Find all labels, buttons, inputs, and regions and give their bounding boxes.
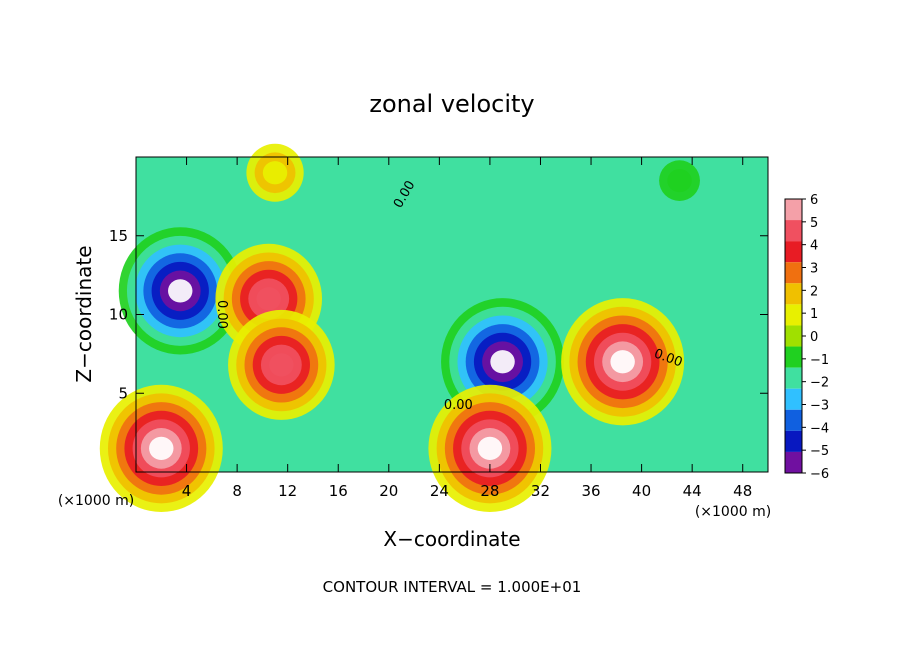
x-tick-label: 20 — [379, 482, 398, 500]
field-contour-band — [149, 436, 174, 461]
x-tick-label: 36 — [581, 482, 600, 500]
colorbar-swatch — [785, 451, 802, 473]
colorbar-tick-label: −1 — [810, 353, 829, 368]
plot-area: 0.000.000.000.00 — [99, 143, 769, 513]
colorbar-tick-label: 5 — [810, 216, 818, 231]
chart-title: zonal velocity — [369, 90, 534, 118]
y-scale-note: (×1000 m) — [58, 493, 134, 509]
colorbar-swatch — [785, 220, 802, 242]
field-feature — [246, 143, 304, 202]
x-tick-label: 4 — [182, 482, 192, 500]
colorbar-tick-label: 6 — [810, 193, 818, 208]
field-contour-band — [667, 168, 692, 193]
x-tick-label: 28 — [480, 482, 499, 500]
colorbar-tick-label: 1 — [810, 307, 818, 322]
contour-label: 0.00 — [214, 300, 229, 329]
y-tick-label: 15 — [109, 227, 128, 245]
colorbar-tick-label: 3 — [810, 262, 818, 277]
colorbar-swatch — [785, 199, 802, 221]
colorbar-swatch — [785, 346, 802, 368]
colorbar-tick-label: 0 — [810, 330, 818, 345]
field-contour-band — [256, 287, 281, 311]
colorbar-tick-label: −5 — [810, 444, 829, 459]
colorbar-swatch — [785, 388, 802, 410]
x-tick-label: 44 — [683, 482, 702, 500]
colorbar-tick-label: −6 — [810, 467, 829, 482]
y-tick-label: 5 — [118, 384, 128, 402]
y-axis-label: Z−coordinate — [72, 245, 96, 382]
x-scale-note: (×1000 m) — [695, 504, 771, 520]
x-tick-label: 8 — [232, 482, 242, 500]
colorbar-swatch — [785, 241, 802, 263]
field-feature — [428, 384, 552, 513]
x-axis: 4 8 12 16 20 24 28 32 36 40 44 48 — [182, 157, 752, 500]
field-contour-band — [490, 350, 515, 374]
x-tick-label: 24 — [430, 482, 449, 500]
colorbar-swatch — [785, 409, 802, 431]
colorbar-tick-label: −4 — [810, 421, 829, 436]
field-contour-band — [477, 436, 503, 461]
field-feature — [118, 227, 242, 355]
colorbar-tick-label: 4 — [810, 239, 818, 254]
colorbar-swatch — [785, 262, 802, 284]
x-tick-label: 12 — [278, 482, 297, 500]
colorbar-tick-label: 2 — [810, 284, 818, 299]
contour-interval-note: CONTOUR INTERVAL = 1.000E+01 — [323, 578, 582, 596]
field-contour-band — [610, 350, 635, 374]
colorbar-swatch — [785, 304, 802, 326]
colorbar-tick-label: −2 — [810, 376, 829, 391]
x-tick-label: 16 — [329, 482, 348, 500]
x-tick-label: 32 — [531, 482, 550, 500]
colorbar-swatch — [785, 325, 802, 347]
colorbar-swatch — [785, 430, 802, 452]
field-contour-band — [269, 353, 294, 377]
field-feature — [228, 309, 335, 420]
x-tick-label: 48 — [733, 482, 752, 500]
colorbar: 6 5 4 3 2 1 0 −1 −2 −3 −4 −5 −6 — [784, 193, 829, 482]
field-feature — [561, 298, 685, 426]
x-tick-label: 40 — [632, 482, 651, 500]
x-axis-label: X−coordinate — [383, 527, 520, 551]
colorbar-tick-label: −3 — [810, 399, 829, 414]
field-contour-band — [262, 161, 288, 185]
contour-label: 0.00 — [444, 398, 473, 413]
colorbar-swatch — [785, 367, 802, 389]
y-axis: 5 10 15 — [109, 227, 768, 402]
field-feature — [659, 160, 700, 201]
field-contour-band — [168, 279, 193, 303]
y-tick-label: 10 — [109, 306, 128, 324]
colorbar-swatch — [785, 283, 802, 305]
